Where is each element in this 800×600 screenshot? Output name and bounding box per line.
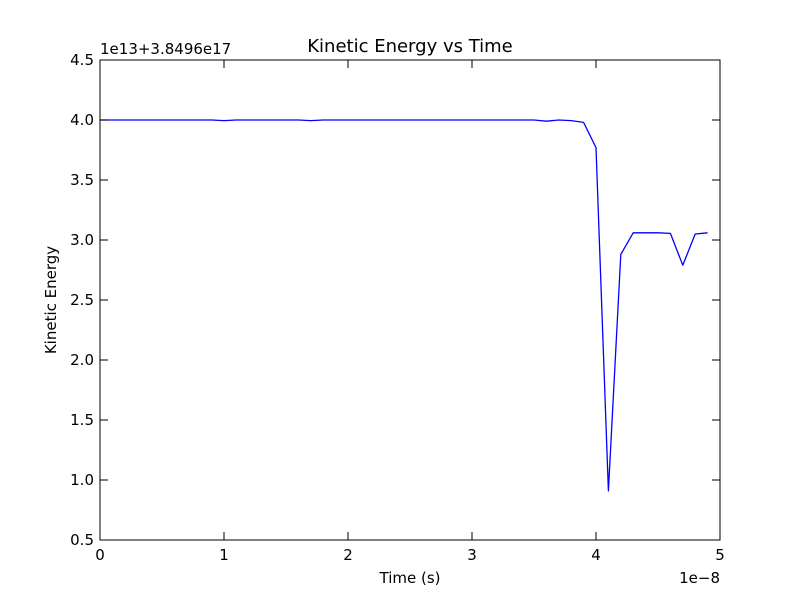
- y-axis-offset-label: 1e13+3.8496e17: [100, 40, 231, 58]
- x-tick-label-1: 1: [219, 546, 229, 564]
- x-tick-label-0: 0: [95, 546, 105, 564]
- axes-frame: [99, 59, 721, 541]
- y-tick-label-2: 1.5: [70, 411, 94, 429]
- x-tick-label-2: 2: [343, 546, 353, 564]
- x-tick-label-3: 3: [467, 546, 477, 564]
- x-tick-label-5: 5: [715, 546, 725, 564]
- x-tick-label-4: 4: [591, 546, 601, 564]
- y-axis-ticks: 0.5 1.0 1.5 2.0 2.5 3.0 3.5 4.0 4.5: [70, 51, 720, 549]
- y-tick-label-0: 0.5: [70, 531, 94, 549]
- y-axis-label: Kinetic Energy: [42, 246, 60, 354]
- y-tick-label-7: 4.0: [70, 111, 94, 129]
- chart-title: Kinetic Energy vs Time: [307, 36, 513, 57]
- y-tick-label-6: 3.5: [70, 171, 94, 189]
- y-tick-label-5: 3.0: [70, 231, 94, 249]
- x-axis-offset-label: 1e−8: [679, 569, 720, 587]
- y-tick-label-1: 1.0: [70, 471, 94, 489]
- series-line-kinetic-energy: [100, 119, 708, 492]
- plot-area: [100, 119, 708, 492]
- y-tick-label-4: 2.5: [70, 291, 94, 309]
- y-tick-label-8: 4.5: [70, 51, 94, 69]
- y-tick-label-3: 2.0: [70, 351, 94, 369]
- x-axis-label: Time (s): [379, 569, 441, 587]
- x-axis-ticks: 0 1 2 3 4 5: [95, 60, 725, 564]
